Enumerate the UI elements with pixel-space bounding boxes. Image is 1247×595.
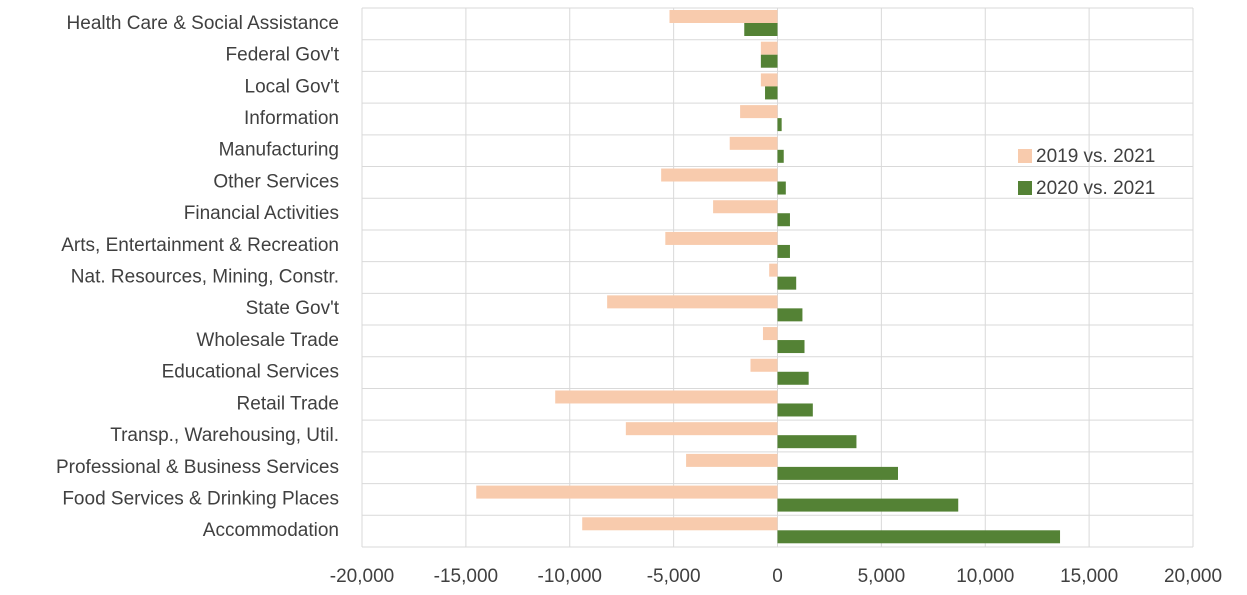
bar-2019-vs-2021	[769, 263, 778, 277]
category-label: Wholesale Trade	[196, 330, 339, 351]
bar-2020-vs-2021	[777, 530, 1061, 544]
x-tick-label: -10,000	[538, 566, 602, 587]
bar-2019-vs-2021	[669, 10, 778, 23]
bar-2020-vs-2021	[777, 181, 786, 195]
x-tick-labels: -20,000 -15,000 -10,000 -5,000 0 5,000 10,000 1…	[330, 566, 1222, 587]
bar-2020-vs-2021	[777, 244, 790, 258]
category-label: Federal Gov't	[226, 45, 340, 66]
x-tick-label: -15,000	[434, 566, 498, 587]
bar-2020-vs-2021	[777, 340, 805, 354]
category-label: Professional & Business Services	[56, 457, 339, 478]
bar-2019-vs-2021	[607, 295, 778, 309]
bar-2019-vs-2021	[686, 453, 778, 467]
bar-2019-vs-2021	[760, 41, 778, 55]
category-label: Local Gov't	[245, 76, 340, 97]
category-label: Financial Activities	[184, 203, 339, 224]
category-label: Health Care & Social Assistance	[67, 13, 339, 34]
bar-2020-vs-2021	[760, 54, 778, 68]
category-label: Arts, Entertainment & Recreation	[61, 235, 339, 256]
x-tick-label: 0	[772, 566, 783, 587]
category-label: Retail Trade	[237, 393, 339, 414]
category-label: Manufacturing	[219, 140, 339, 161]
bar-2020-vs-2021	[777, 498, 959, 512]
bar-2019-vs-2021	[661, 168, 778, 182]
category-label: Nat. Resources, Mining, Constr.	[71, 267, 339, 288]
legend-label: 2019 vs. 2021	[1036, 146, 1155, 167]
bar-2019-vs-2021	[582, 517, 778, 531]
x-tick-label: 5,000	[858, 566, 906, 587]
category-label: Transp., Warehousing, Util.	[110, 425, 339, 446]
bar-2019-vs-2021	[713, 200, 778, 214]
x-tick-label: -5,000	[647, 566, 701, 587]
bar-2019-vs-2021	[740, 105, 778, 119]
x-tick-label: 10,000	[956, 566, 1014, 587]
bar-2019-vs-2021	[729, 136, 778, 150]
bars	[476, 10, 1061, 544]
bar-2019-vs-2021	[625, 422, 778, 436]
bar-2020-vs-2021	[777, 435, 857, 449]
bar-2020-vs-2021	[765, 86, 778, 100]
bar-2019-vs-2021	[555, 390, 778, 404]
category-label: Other Services	[213, 171, 339, 192]
bar-2020-vs-2021	[777, 276, 797, 290]
legend-swatch	[1018, 181, 1032, 195]
bar-2020-vs-2021	[777, 403, 813, 417]
category-label: Accommodation	[203, 520, 339, 541]
gridlines	[361, 7, 1194, 548]
category-label: Educational Services	[162, 362, 339, 383]
bar-2019-vs-2021	[762, 327, 778, 341]
bar-2019-vs-2021	[476, 485, 778, 499]
bar-2019-vs-2021	[760, 73, 778, 87]
bar-2020-vs-2021	[777, 371, 809, 385]
x-tick-label: -20,000	[330, 566, 394, 587]
legend-label: 2020 vs. 2021	[1036, 178, 1155, 199]
bar-2020-vs-2021	[744, 23, 778, 36]
bar-2020-vs-2021	[777, 466, 898, 480]
bar-2020-vs-2021	[777, 118, 782, 132]
legend-swatch	[1018, 149, 1032, 163]
x-tick-label: 15,000	[1060, 566, 1118, 587]
category-labels: Health Care & Social Assistance Federal G…	[56, 13, 340, 541]
category-label: Information	[244, 108, 339, 129]
x-tick-label: 20,000	[1164, 566, 1222, 587]
category-label: State Gov't	[246, 298, 340, 319]
bar-2019-vs-2021	[750, 358, 778, 372]
legend: 2019 vs. 2021 2020 vs. 2021	[1018, 146, 1155, 199]
bar-2020-vs-2021	[777, 308, 803, 322]
category-label: Food Services & Drinking Places	[62, 488, 339, 509]
bar-2020-vs-2021	[777, 149, 784, 163]
bar-2019-vs-2021	[665, 231, 778, 245]
bar-2020-vs-2021	[777, 213, 790, 227]
